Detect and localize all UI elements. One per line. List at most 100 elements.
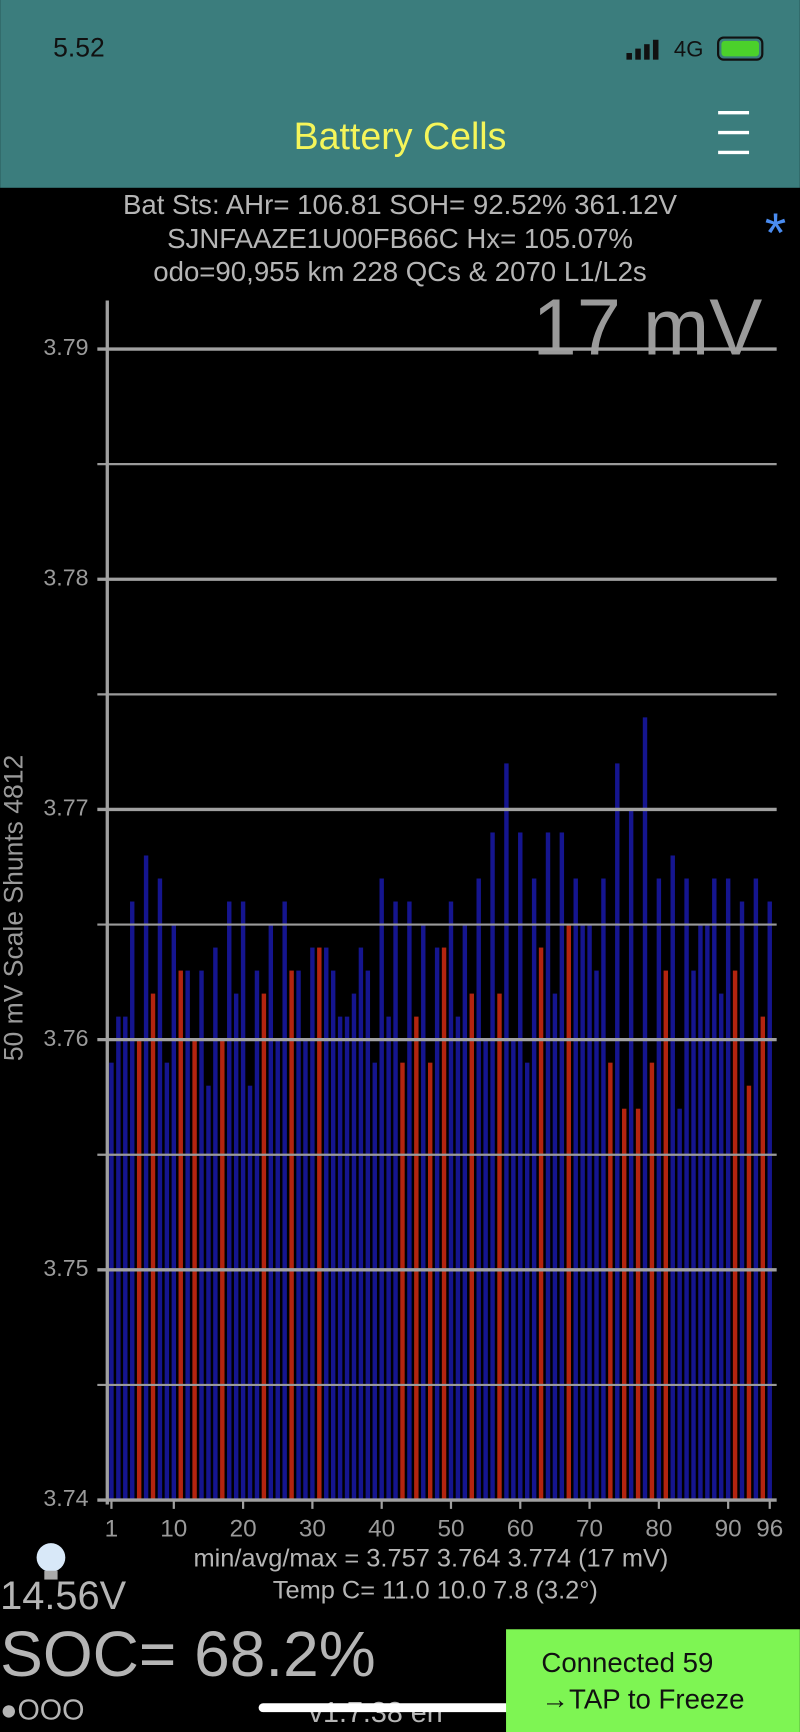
bar: [372, 1062, 377, 1501]
bar: [178, 970, 183, 1501]
plot: 3.74 3.75 3.76 3.77 3.78 3.79 1 10 20 30 40 50 60 70 8…: [43, 300, 783, 1542]
y-tick-label: 3.79: [43, 334, 88, 360]
bar: [240, 901, 246, 1501]
bar: [143, 855, 149, 1501]
bar: [171, 924, 177, 1501]
bar: [268, 924, 274, 1501]
info-line: odo=90,955 km 228 QCs & 2070 L1/L2s: [153, 256, 646, 287]
bar: [109, 1062, 114, 1501]
x-tick-label: 70: [576, 1515, 603, 1542]
bar: [635, 1108, 641, 1501]
bar: [719, 993, 724, 1501]
button-text[interactable]: Connected 59: [541, 1647, 713, 1678]
bar: [448, 901, 454, 1501]
bar: [552, 993, 558, 1501]
bar: [712, 878, 717, 1501]
bar: [337, 1016, 343, 1501]
bar: [379, 878, 384, 1501]
info-line: SJNFAAZE1U00FB66C Hx= 105.07%: [167, 223, 633, 254]
bar: [608, 1062, 613, 1501]
x-tick-label: 96: [756, 1515, 783, 1542]
bar: [393, 901, 398, 1501]
bar: [227, 901, 232, 1501]
page-dots: ●OOO: [0, 1695, 84, 1727]
bar: [656, 878, 662, 1501]
x-tick-label: 60: [507, 1515, 534, 1542]
bluetooth-marker[interactable]: *: [765, 202, 786, 264]
bar: [538, 947, 544, 1501]
version: v1.7.38 en: [309, 1697, 443, 1729]
bar: [601, 878, 606, 1501]
spread-annotation: 17 mV: [532, 283, 762, 372]
bar: [469, 993, 474, 1501]
title: Battery Cells: [294, 115, 507, 157]
menu-button[interactable]: [718, 111, 750, 155]
bar: [504, 763, 509, 1501]
bar: [753, 878, 759, 1501]
freeze-button[interactable]: Connected 59 →TAP to Freeze: [506, 1629, 800, 1732]
signal-icon: [626, 39, 659, 60]
bar: [490, 832, 495, 1501]
bar: [670, 855, 675, 1501]
bar: [261, 993, 267, 1501]
battery-level: [721, 40, 759, 57]
bar: [414, 1016, 419, 1501]
bar: [615, 763, 620, 1501]
bar: [725, 878, 731, 1501]
x-tick-label: 20: [230, 1515, 257, 1542]
battery-icon: [717, 36, 764, 61]
x-tick-label: 40: [368, 1515, 395, 1542]
bar: [732, 970, 738, 1501]
bar: [455, 1016, 461, 1501]
bar: [497, 993, 502, 1501]
x-tick-label: 1: [105, 1515, 119, 1542]
bar: [282, 901, 287, 1501]
bar: [164, 1062, 170, 1501]
bar: [157, 878, 163, 1501]
bar: [123, 1016, 128, 1501]
bar: [524, 1062, 530, 1501]
bar: [185, 970, 190, 1501]
clock: 5.52: [53, 33, 105, 63]
bar: [441, 947, 447, 1501]
soc: SOC= 68.2%: [0, 1618, 376, 1690]
cell-stats: min/avg/max = 3.757 3.764 3.774 (17 mV): [193, 1544, 668, 1572]
x-tick-label: 10: [160, 1515, 187, 1542]
temp-stats: Temp C= 11.0 10.0 7.8 (3.2°): [273, 1576, 598, 1604]
button-text[interactable]: →TAP to Freeze: [541, 1683, 744, 1714]
y-tick-label: 3.74: [43, 1485, 88, 1511]
network: 4G: [674, 37, 703, 62]
x-tick-label: 90: [715, 1515, 742, 1542]
bar: [587, 924, 592, 1501]
bar: [691, 970, 696, 1501]
bar: [296, 970, 301, 1501]
bar: [324, 947, 329, 1501]
bar: [351, 993, 357, 1501]
bar: [573, 878, 578, 1501]
button-bg[interactable]: [506, 1629, 800, 1732]
bar: [317, 947, 322, 1501]
bar: [247, 1085, 253, 1501]
bar: [289, 970, 294, 1501]
bar: [663, 970, 669, 1501]
bar: [545, 832, 551, 1501]
bar: [199, 970, 204, 1501]
bulb-icon[interactable]: [36, 1543, 66, 1580]
bar: [677, 1108, 682, 1501]
header-bar: [0, 0, 800, 188]
bar: [344, 1016, 350, 1501]
y-tick-label: 3.76: [43, 1025, 88, 1051]
bar: [760, 1016, 766, 1501]
y-tick-label: 3.78: [43, 564, 88, 590]
bar: [434, 947, 440, 1501]
x-tick-label: 30: [299, 1515, 326, 1542]
bar: [254, 970, 260, 1501]
bar: [746, 1085, 752, 1501]
y-axis-label: 50 mV Scale Shunts 4812: [0, 755, 29, 1061]
bar: [767, 901, 772, 1501]
bar: [518, 832, 523, 1501]
bar: [684, 878, 689, 1501]
bar: [476, 878, 481, 1501]
